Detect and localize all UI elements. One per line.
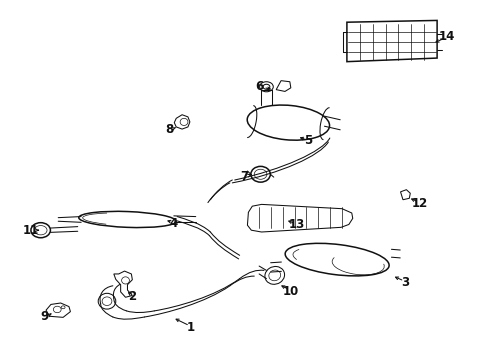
Polygon shape: [276, 81, 290, 91]
Polygon shape: [346, 21, 436, 62]
Polygon shape: [174, 115, 189, 129]
Text: 4: 4: [169, 216, 178, 230]
Text: 2: 2: [128, 290, 136, 303]
Text: 6: 6: [254, 80, 263, 93]
Polygon shape: [114, 271, 132, 297]
Text: 7: 7: [240, 170, 248, 183]
Polygon shape: [46, 303, 70, 318]
Text: 14: 14: [438, 30, 454, 43]
Text: 11: 11: [23, 224, 39, 237]
Text: 1: 1: [186, 320, 195, 333]
Text: 12: 12: [411, 197, 427, 210]
Polygon shape: [247, 204, 352, 232]
Polygon shape: [400, 190, 409, 200]
Text: 9: 9: [41, 310, 49, 324]
Text: 13: 13: [288, 218, 305, 231]
Text: 5: 5: [303, 134, 311, 147]
Text: 10: 10: [282, 285, 298, 298]
Text: 8: 8: [164, 123, 173, 136]
Text: 3: 3: [401, 276, 408, 289]
